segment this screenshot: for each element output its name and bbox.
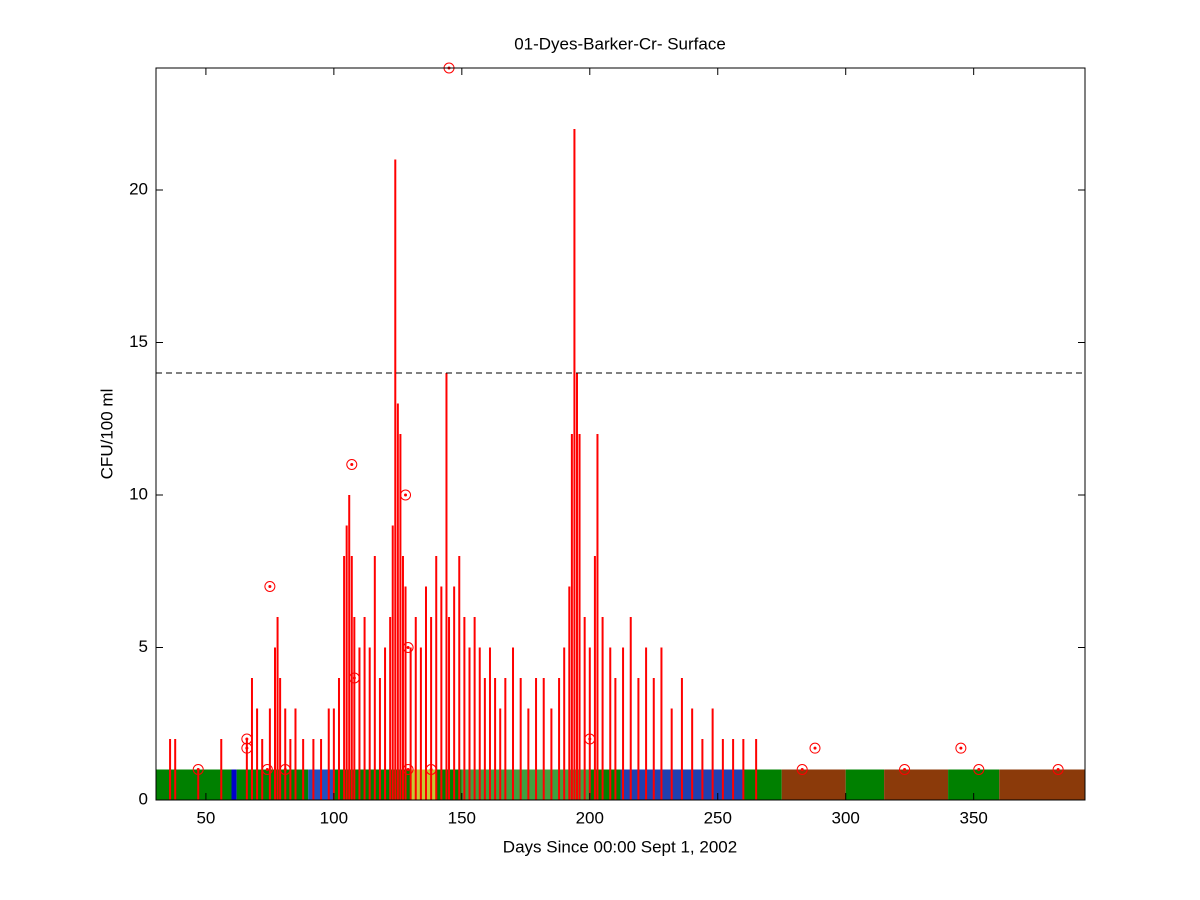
- band-segment: [461, 769, 590, 800]
- sample-marker: [261, 764, 273, 775]
- sample-marker: [279, 764, 291, 775]
- sample-marker: [796, 764, 808, 775]
- sample-dot: [813, 746, 817, 750]
- sample-marker: [425, 764, 437, 775]
- sample-dot: [406, 768, 410, 771]
- sample-marker: [400, 489, 412, 501]
- sample-dot: [800, 768, 804, 771]
- sample-dot: [245, 737, 249, 741]
- y-tick-label: 20: [129, 179, 148, 198]
- sample-dot: [406, 646, 410, 649]
- sample-dot: [977, 768, 981, 771]
- sample-marker: [955, 742, 967, 754]
- sample-marker: [346, 459, 358, 470]
- y-axis-label: CFU/100 ml: [97, 389, 116, 480]
- sample-marker: [264, 581, 276, 592]
- sample-dot: [196, 768, 200, 771]
- chart-title: 01-Dyes-Barker-Cr- Surface: [514, 34, 726, 53]
- sample-dot: [245, 746, 249, 750]
- band-segment: [845, 769, 885, 800]
- sample-marker: [402, 642, 414, 653]
- sample-dot: [265, 768, 269, 771]
- sample-dot: [268, 585, 272, 588]
- sample-marker: [241, 742, 253, 754]
- y-tick-label: 0: [139, 789, 148, 808]
- band-segment: [156, 769, 232, 800]
- sample-marker: [973, 764, 985, 775]
- sample-marker: [1052, 764, 1064, 775]
- x-tick-label: 150: [448, 808, 476, 827]
- sample-dot: [1056, 768, 1060, 771]
- plot-area: [156, 68, 1085, 800]
- sample-marker: [402, 764, 414, 775]
- x-axis-label: Days Since 00:00 Sept 1, 2002: [503, 837, 737, 856]
- sample-marker: [809, 742, 821, 754]
- y-tick-label: 15: [129, 332, 148, 351]
- sample-marker: [241, 733, 253, 745]
- y-tick-label: 5: [139, 637, 148, 656]
- sample-dot: [588, 737, 592, 741]
- band-segment: [743, 769, 782, 800]
- sample-dot: [352, 676, 356, 680]
- sample-dot: [959, 746, 963, 750]
- sample-marker: [192, 764, 204, 775]
- sample-dot: [429, 768, 433, 771]
- band-segment: [781, 769, 846, 800]
- y-tick-label: 10: [129, 484, 148, 503]
- sample-marker: [899, 764, 911, 775]
- axes-box: [155, 67, 1086, 801]
- x-tick-label: 350: [959, 808, 987, 827]
- band-segment: [884, 769, 949, 800]
- x-tick-label: 250: [704, 808, 732, 827]
- sample-dot: [350, 463, 354, 466]
- x-tick-label: 100: [320, 808, 348, 827]
- x-tick-label: 300: [832, 808, 860, 827]
- band-segment: [231, 769, 237, 800]
- band-segment: [333, 769, 411, 800]
- x-tick-label: 50: [196, 808, 215, 827]
- sample-dot: [283, 768, 287, 771]
- x-tick-label: 200: [576, 808, 604, 827]
- sample-dot: [903, 768, 907, 771]
- sample-dot: [404, 493, 408, 497]
- sample-marker: [348, 672, 360, 684]
- sample-marker: [584, 733, 596, 745]
- band-segment: [999, 769, 1085, 800]
